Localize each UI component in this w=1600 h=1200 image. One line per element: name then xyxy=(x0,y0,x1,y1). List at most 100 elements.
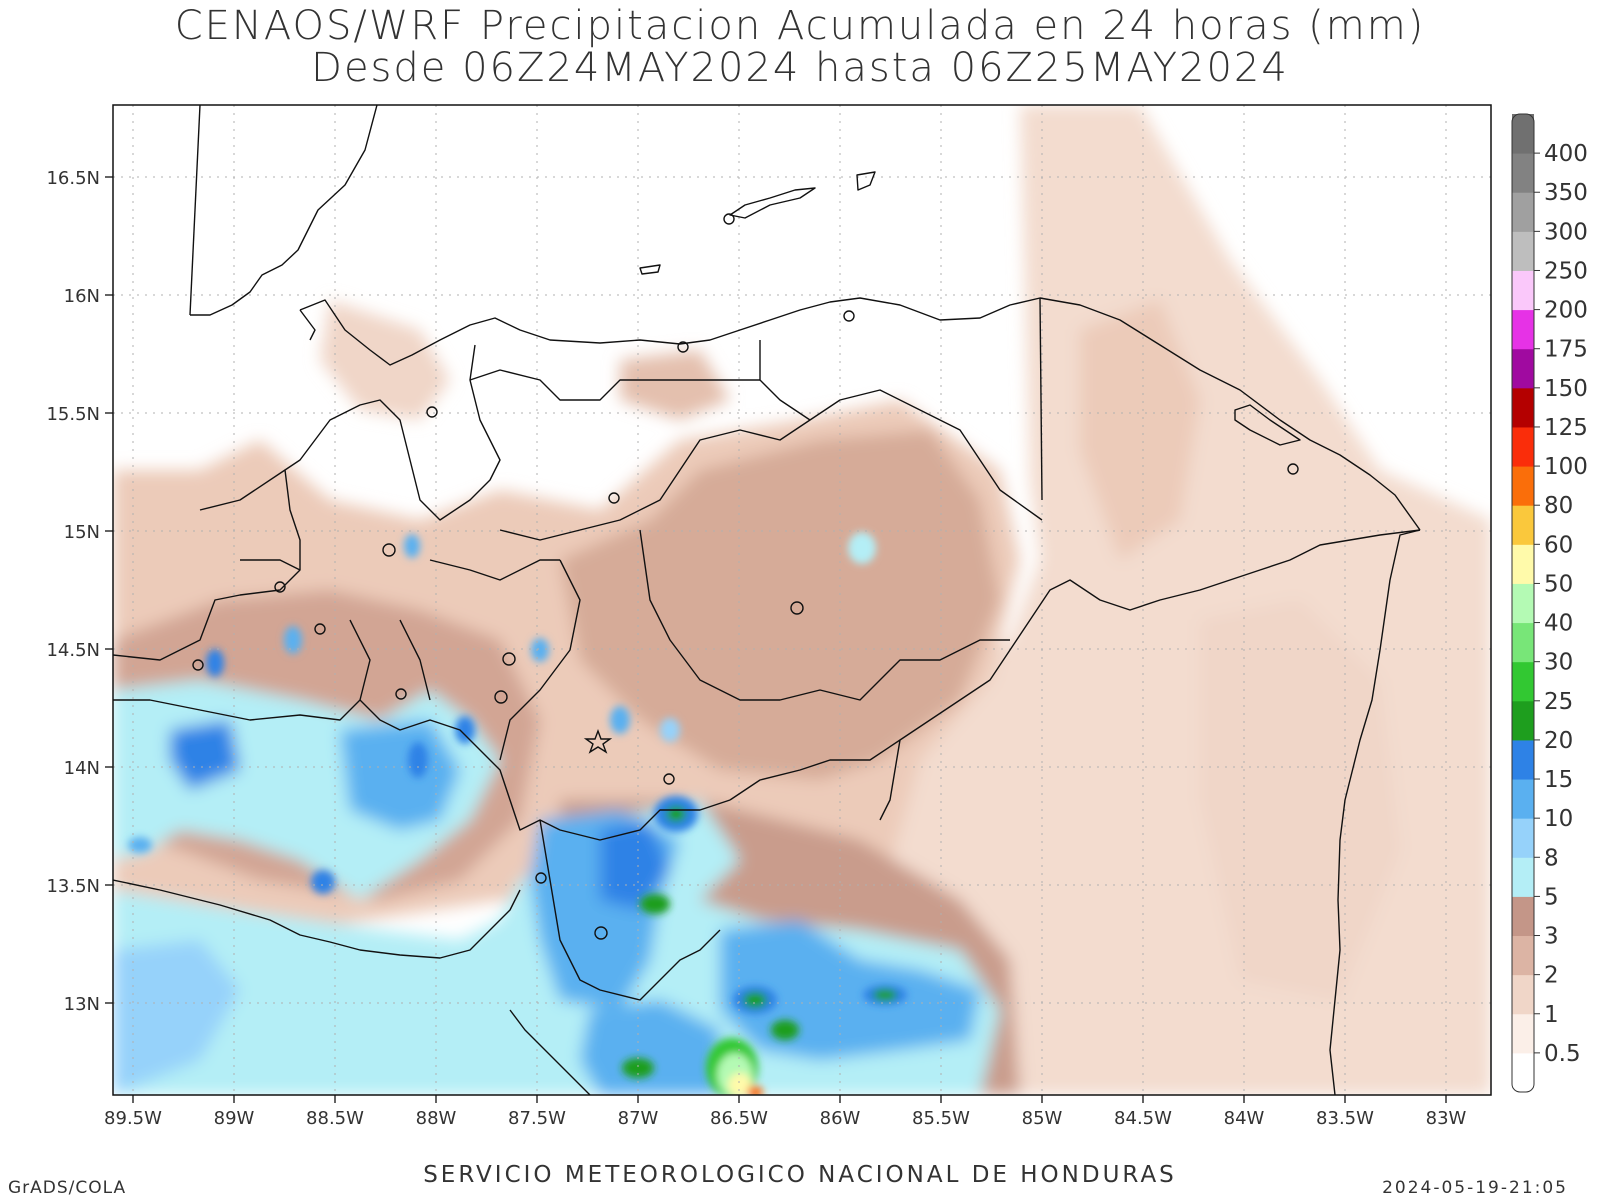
lat-label: 16.5N xyxy=(46,168,100,189)
colorbar-label: 20 xyxy=(1544,728,1573,754)
city-marker xyxy=(426,406,438,418)
colorbar-swatch xyxy=(1512,896,1534,937)
lon-label: 88.5W xyxy=(306,1108,364,1129)
lat-label: 13.5N xyxy=(46,876,100,897)
lat-label: 14N xyxy=(64,758,100,779)
lon-label: 87.5W xyxy=(508,1108,566,1129)
colorbar-label: 80 xyxy=(1544,493,1573,519)
lon-label: 88W xyxy=(416,1108,457,1129)
lat-label: 13N xyxy=(64,994,100,1015)
colorbar-swatch xyxy=(1512,192,1534,232)
colorbar-swatch xyxy=(1512,387,1534,428)
lon-label: 86W xyxy=(820,1108,861,1129)
city-marker xyxy=(382,543,396,557)
lon-label: 85.5W xyxy=(912,1108,970,1129)
colorbar-label: 2 xyxy=(1544,963,1559,989)
colorbar-label: 125 xyxy=(1544,415,1588,441)
colorbar-label: 0.5 xyxy=(1544,1041,1581,1067)
colorbar-label: 250 xyxy=(1544,258,1588,284)
colorbar-swatch xyxy=(1512,505,1534,545)
colorbar-label: 60 xyxy=(1544,532,1573,558)
city-marker xyxy=(535,872,547,884)
colorbar-label: 3 xyxy=(1544,924,1559,950)
colorbar-swatch xyxy=(1512,661,1534,702)
colorbar-swatch xyxy=(1512,779,1534,819)
map-gridlines xyxy=(113,105,1491,1095)
colorbar-swatch xyxy=(1512,622,1534,663)
lat-label: 16N xyxy=(64,286,100,307)
map-title: CENAOS/WRF Precipitacion Acumulada en 24… xyxy=(174,3,1426,49)
colorbar-label: 300 xyxy=(1544,219,1588,245)
lon-label: 89.5W xyxy=(104,1108,162,1129)
city-marker xyxy=(663,773,675,785)
lat-label: 15N xyxy=(64,522,100,543)
capital-star-icon xyxy=(583,729,613,754)
colorbar-legend: 0.5 1 2 3 5 8 10 15 20 25 30 40 50 60 80 100 125 150 175 20… xyxy=(1511,113,1588,1093)
colorbar-swatch xyxy=(1512,348,1534,389)
colorbar-label: 25 xyxy=(1544,689,1573,715)
colorbar-label: 15 xyxy=(1544,767,1573,793)
map-frame xyxy=(112,104,1492,1096)
city-marker xyxy=(314,623,326,635)
lon-label: 85W xyxy=(1022,1108,1063,1129)
city-marker xyxy=(790,601,804,615)
colorbar-swatch xyxy=(1512,583,1534,624)
city-marker xyxy=(395,688,407,700)
colorbar-label: 10 xyxy=(1544,806,1573,832)
lon-label: 83W xyxy=(1426,1108,1467,1129)
lat-label: 14.5N xyxy=(46,640,100,661)
colorbar-label: 50 xyxy=(1544,571,1573,597)
colorbar-label: 350 xyxy=(1544,180,1588,206)
colorbar-swatch xyxy=(1512,426,1534,467)
lon-label: 83.5W xyxy=(1316,1108,1374,1129)
city-marker xyxy=(843,310,855,322)
city-marker xyxy=(608,492,620,504)
footer-timestamp: 2024-05-19-21:05 xyxy=(1382,1178,1568,1198)
lat-label: 15.5N xyxy=(46,404,100,425)
colorbar-swatch xyxy=(1512,309,1534,350)
city-marker xyxy=(594,926,608,940)
colorbar-swatch xyxy=(1512,544,1534,584)
colorbar-swatch xyxy=(1512,857,1534,897)
coastline-and-borders xyxy=(113,105,1421,1095)
colorbar-label: 8 xyxy=(1544,845,1559,871)
colorbar-label: 200 xyxy=(1544,298,1588,324)
colorbar-swatch xyxy=(1512,153,1534,193)
colorbar-label: 1 xyxy=(1544,1002,1559,1028)
city-marker xyxy=(1287,463,1299,475)
colorbar-swatch xyxy=(1512,818,1534,858)
city-marker xyxy=(494,690,508,704)
map-subtitle: Desde 06Z24MAY2024 hasta 06Z25MAY2024 xyxy=(311,45,1289,91)
city-marker xyxy=(502,652,516,666)
lon-label: 86.5W xyxy=(710,1108,768,1129)
longitude-labels: 89.5W 89W 88.5W 88W 87.5W 87W 86.5W 86W … xyxy=(104,1108,1466,1129)
colorbar-outline xyxy=(1511,113,1535,1093)
colorbar-label: 40 xyxy=(1544,611,1573,637)
colorbar-label: 30 xyxy=(1544,650,1573,676)
colorbar-label: 175 xyxy=(1544,337,1588,363)
footer-software: GrADS/COLA xyxy=(8,1178,127,1198)
colorbar-swatch xyxy=(1512,231,1534,271)
colorbar-label: 5 xyxy=(1544,884,1559,910)
colorbar-swatch xyxy=(1512,1052,1534,1093)
footer-agency: SERVICIO METEOROLOGICO NACIONAL DE HONDU… xyxy=(423,1162,1177,1188)
colorbar-label: 150 xyxy=(1544,376,1588,402)
colorbar-label: 400 xyxy=(1544,141,1588,167)
colorbar-swatch xyxy=(1512,1013,1534,1054)
precipitation-field xyxy=(113,105,1491,1095)
colorbar-swatch xyxy=(1512,466,1534,506)
city-marker xyxy=(192,659,204,671)
colorbar-swatch xyxy=(1512,270,1534,311)
colorbar-swatch xyxy=(1512,935,1534,976)
lon-label: 87W xyxy=(618,1108,659,1129)
colorbar-label: 100 xyxy=(1544,454,1588,480)
city-marker xyxy=(677,341,689,353)
colorbar-swatch xyxy=(1512,974,1534,1015)
city-markers xyxy=(192,310,1299,940)
axis-ticks xyxy=(105,176,1447,1103)
city-marker xyxy=(274,581,286,593)
colorbar-swatch xyxy=(1512,700,1534,741)
colorbar-swatch xyxy=(1512,739,1534,780)
colorbar-swatch xyxy=(1512,114,1534,154)
